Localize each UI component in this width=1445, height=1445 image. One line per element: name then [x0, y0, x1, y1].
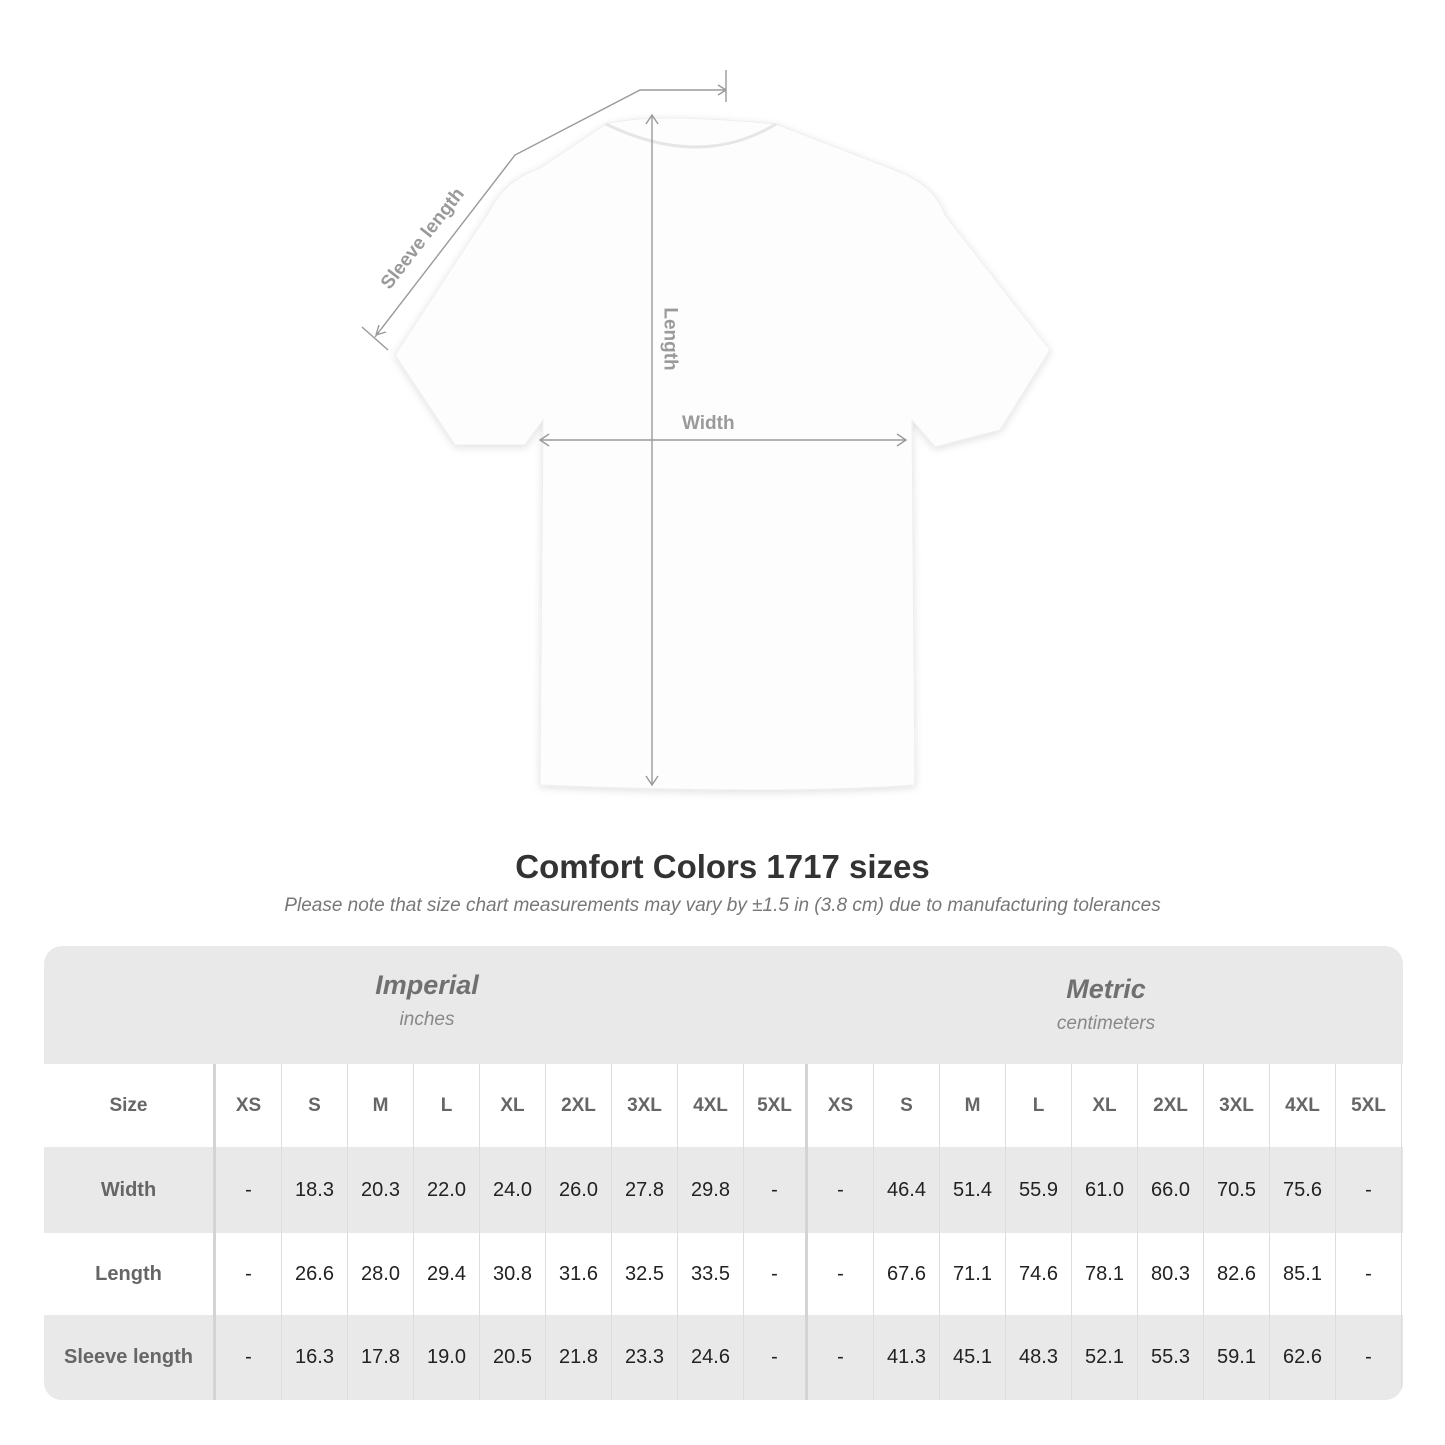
value-cell: 32.5: [612, 1233, 678, 1315]
size-header-cell: XS: [216, 1064, 282, 1147]
table-row: Length -26.6 28.0 29.4 30.8 31.6 32.5 33.5- -67.…: [44, 1233, 1403, 1315]
metric-header: Metric centimeters: [809, 946, 1403, 1064]
value-cell: 85.1: [1270, 1233, 1336, 1315]
value-cell: 71.1: [940, 1233, 1006, 1315]
value-cell: 80.3: [1138, 1233, 1204, 1315]
value-cell: 67.6: [874, 1233, 940, 1315]
value-cell: -: [744, 1233, 808, 1315]
size-header-cell: M: [348, 1064, 414, 1147]
value-cell: 41.3: [874, 1315, 940, 1400]
row-label: Sleeve length: [44, 1315, 216, 1400]
value-cell: 61.0: [1072, 1147, 1138, 1233]
value-cell: 22.0: [414, 1147, 480, 1233]
value-cell: 24.6: [678, 1315, 744, 1400]
size-header-cell: XS: [808, 1064, 874, 1147]
size-header-cell: 4XL: [1270, 1064, 1336, 1147]
value-cell: 28.0: [348, 1233, 414, 1315]
value-cell: 30.8: [480, 1233, 546, 1315]
value-cell: -: [1336, 1233, 1402, 1315]
size-header-cell: 4XL: [678, 1064, 744, 1147]
value-cell: -: [1336, 1315, 1402, 1400]
value-cell: -: [216, 1315, 282, 1400]
row-label: Size: [44, 1064, 216, 1147]
tshirt-image: [394, 117, 1051, 791]
value-cell: 45.1: [940, 1315, 1006, 1400]
value-cell: 52.1: [1072, 1315, 1138, 1400]
value-cell: 82.6: [1204, 1233, 1270, 1315]
value-cell: 27.8: [612, 1147, 678, 1233]
metric-title: Metric: [1066, 974, 1146, 1004]
tolerance-note: Please note that size chart measurements…: [284, 895, 1161, 916]
value-cell: 29.4: [414, 1233, 480, 1315]
value-cell: -: [744, 1147, 808, 1233]
size-header-cell: 3XL: [1204, 1064, 1270, 1147]
tshirt-diagram: [361, 70, 1051, 791]
row-label: Width: [44, 1147, 216, 1233]
value-cell: 19.0: [414, 1315, 480, 1400]
page-title: Comfort Colors 1717 sizes: [515, 848, 930, 885]
value-cell: 78.1: [1072, 1233, 1138, 1315]
value-cell: 74.6: [1006, 1233, 1072, 1315]
value-cell: 16.3: [282, 1315, 348, 1400]
value-cell: 26.0: [546, 1147, 612, 1233]
value-cell: 55.3: [1138, 1315, 1204, 1400]
imperial-header: Imperial inches: [216, 946, 638, 1064]
table-row: Sleeve length -16.3 17.8 19.0 20.5 21.8 23.3 24…: [44, 1315, 1403, 1400]
size-header-cell: L: [1006, 1064, 1072, 1147]
size-header-cell: 5XL: [1336, 1064, 1402, 1147]
value-cell: -: [216, 1147, 282, 1233]
value-cell: -: [808, 1233, 874, 1315]
size-header-cell: 2XL: [1138, 1064, 1204, 1147]
table-row: Width -18.3 20.3 22.0 24.0 26.0 27.8 29.8- -46.4…: [44, 1147, 1403, 1233]
value-cell: -: [216, 1233, 282, 1315]
metric-unit: centimeters: [1056, 1013, 1156, 1034]
size-header-cell: S: [282, 1064, 348, 1147]
dimension-lines: [361, 70, 908, 787]
value-cell: 24.0: [480, 1147, 546, 1233]
value-cell: 70.5: [1204, 1147, 1270, 1233]
size-header-cell: L: [414, 1064, 480, 1147]
value-cell: 48.3: [1006, 1315, 1072, 1400]
value-cell: 23.3: [612, 1315, 678, 1400]
value-cell: 20.5: [480, 1315, 546, 1400]
value-cell: 20.3: [348, 1147, 414, 1233]
size-header-cell: S: [874, 1064, 940, 1147]
size-header-cell: XL: [480, 1064, 546, 1147]
value-cell: 33.5: [678, 1233, 744, 1315]
size-table: Imperial inches Metric centimeters Size X…: [44, 946, 1403, 1400]
value-cell: -: [744, 1315, 808, 1400]
size-header-cell: M: [940, 1064, 1006, 1147]
value-cell: 18.3: [282, 1147, 348, 1233]
size-header-cell: 2XL: [546, 1064, 612, 1147]
value-cell: 62.6: [1270, 1315, 1336, 1400]
size-header-row: Size XS S M L XL 2XL 3XL 4XL 5XL XS S M L XL 2XL 3XL 4XL 5…: [44, 1064, 1403, 1147]
imperial-unit: inches: [399, 1009, 455, 1030]
value-cell: 59.1: [1204, 1315, 1270, 1400]
size-header-cell: XL: [1072, 1064, 1138, 1147]
value-cell: -: [1336, 1147, 1402, 1233]
value-cell: 29.8: [678, 1147, 744, 1233]
value-cell: 66.0: [1138, 1147, 1204, 1233]
width-label: Width: [682, 413, 735, 434]
value-cell: 21.8: [546, 1315, 612, 1400]
value-cell: 26.6: [282, 1233, 348, 1315]
row-label: Length: [44, 1233, 216, 1315]
imperial-title: Imperial: [375, 970, 479, 1000]
value-cell: 51.4: [940, 1147, 1006, 1233]
value-cell: 46.4: [874, 1147, 940, 1233]
value-cell: -: [808, 1315, 874, 1400]
value-cell: 55.9: [1006, 1147, 1072, 1233]
value-cell: 75.6: [1270, 1147, 1336, 1233]
size-header-cell: 3XL: [612, 1064, 678, 1147]
value-cell: 17.8: [348, 1315, 414, 1400]
value-cell: -: [808, 1147, 874, 1233]
size-header-cell: 5XL: [744, 1064, 808, 1147]
value-cell: 31.6: [546, 1233, 612, 1315]
length-label: Length: [659, 307, 681, 371]
